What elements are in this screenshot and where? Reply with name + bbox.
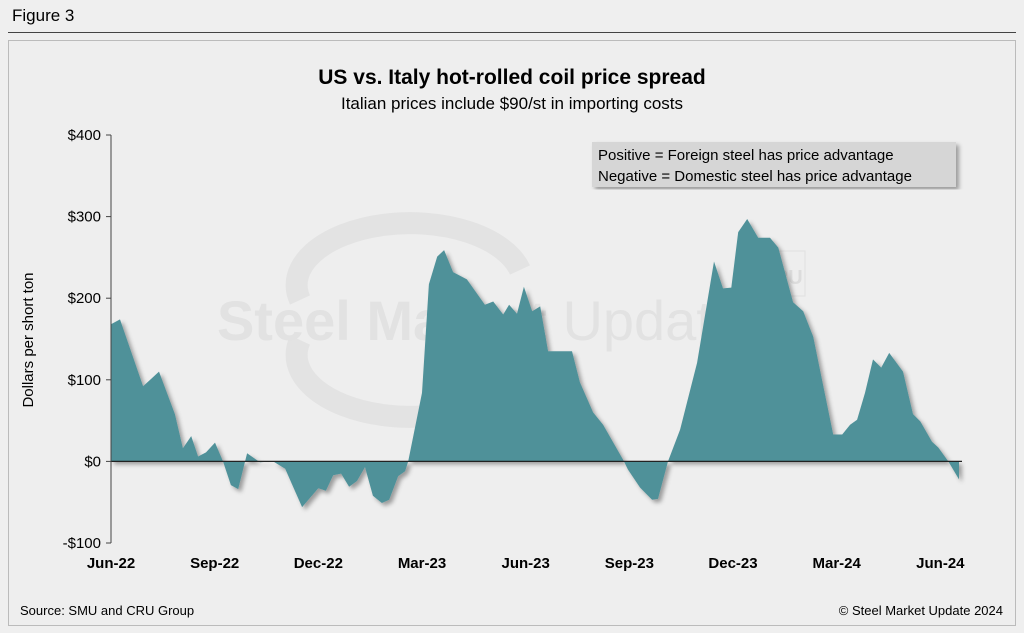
figure-label: Figure 3 (12, 6, 75, 25)
y-tick-label: $400 (68, 127, 101, 144)
x-tick-label: Jun-23 (501, 555, 549, 572)
header-divider (8, 32, 1016, 33)
legend-positive: Positive = Foreign steel has price advan… (598, 147, 894, 164)
y-tick-label: -$100 (63, 535, 101, 552)
y-tick-label: $0 (84, 453, 101, 470)
x-tick-label: Dec-23 (708, 555, 757, 572)
y-axis-label: Dollars per short ton (20, 272, 37, 407)
y-tick-label: $300 (68, 209, 101, 226)
y-tick-label: $100 (68, 372, 101, 389)
x-tick-label: Dec-22 (294, 555, 343, 572)
x-tick-label: Mar-24 (812, 555, 861, 572)
source-note: Source: SMU and CRU Group (20, 603, 194, 618)
x-tick-label: Jun-24 (916, 555, 965, 572)
x-tick-label: Jun-22 (87, 555, 135, 572)
legend-negative: Negative = Domestic steel has price adva… (598, 168, 912, 185)
chart-subtitle: Italian prices include $90/st in importi… (341, 94, 683, 113)
copyright-note: © Steel Market Update 2024 (839, 603, 1003, 618)
x-tick-label: Sep-23 (605, 555, 654, 572)
spread-area (111, 219, 959, 508)
chart-title: US vs. Italy hot-rolled coil price sprea… (318, 66, 705, 89)
y-tick-label: $200 (68, 290, 101, 307)
x-tick-label: Mar-23 (398, 555, 446, 572)
x-tick-label: Sep-22 (190, 555, 239, 572)
legend (592, 142, 956, 187)
